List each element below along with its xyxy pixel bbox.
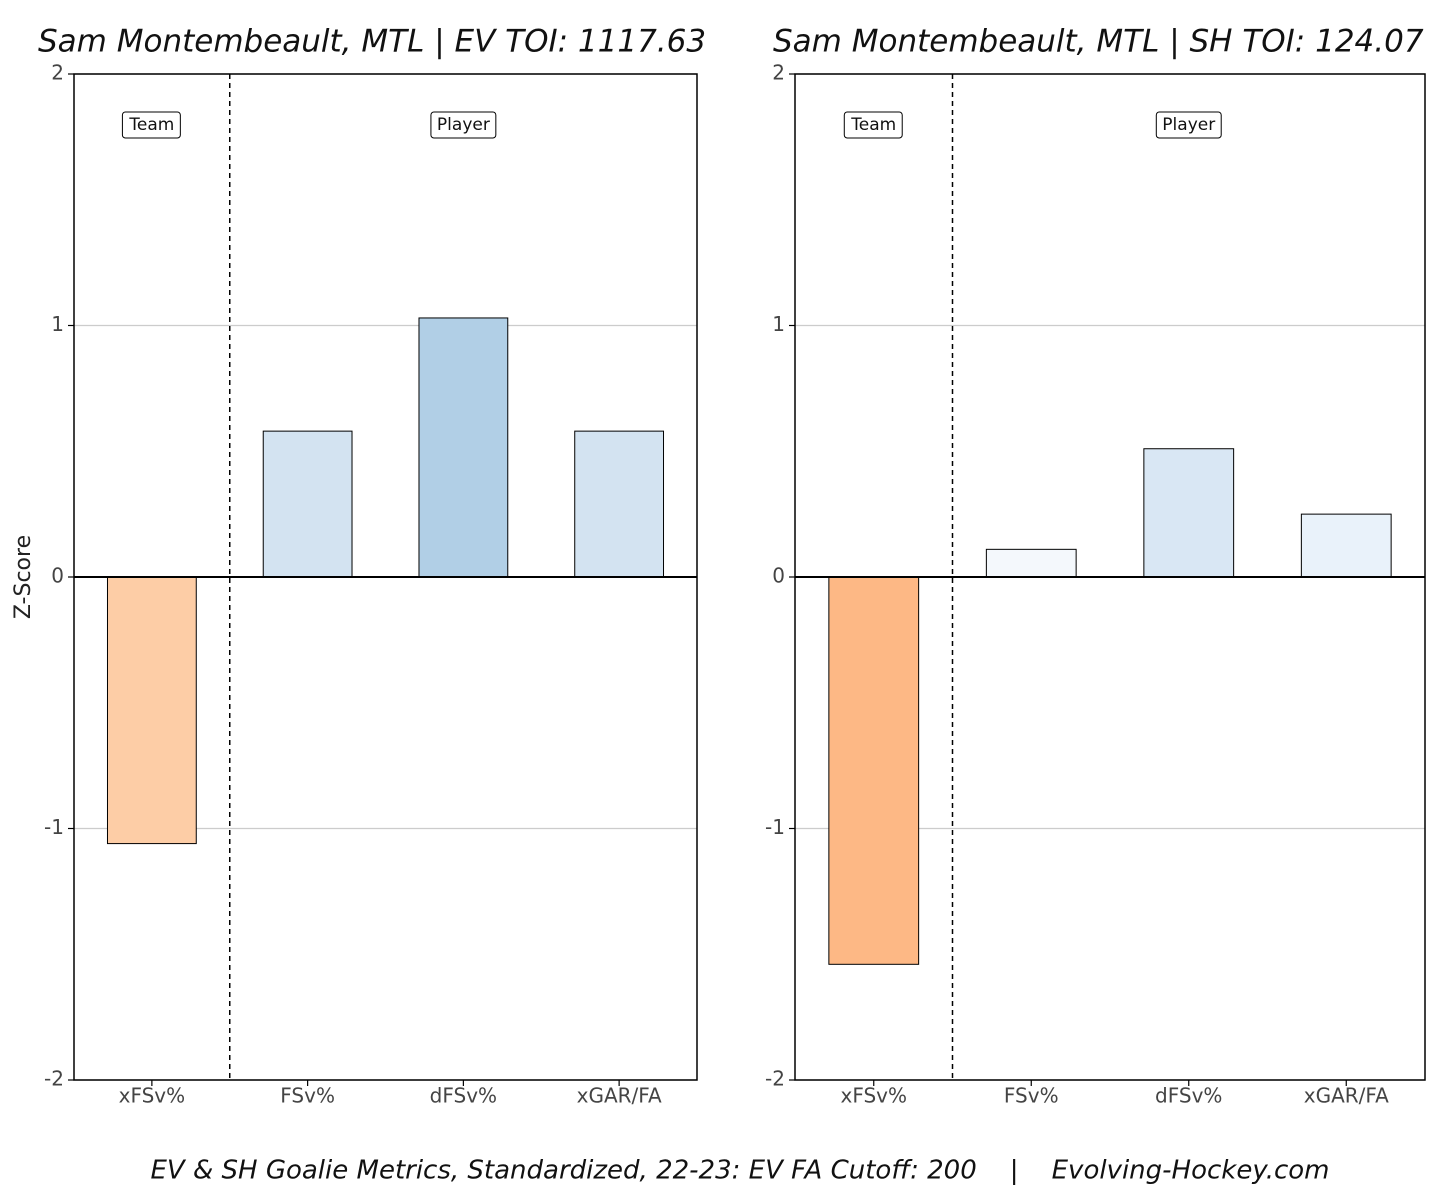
- bar: [418, 317, 509, 578]
- bar: [262, 430, 353, 578]
- bar: [1300, 513, 1392, 578]
- axes-frame: [794, 73, 1426, 1081]
- x-tick-label: FSv%: [280, 1084, 335, 1108]
- y-tick-label: 1: [51, 312, 64, 336]
- bar: [1143, 448, 1235, 578]
- x-tick-label: xGAR/FA: [1304, 1084, 1389, 1108]
- x-tick-label: xGAR/FA: [577, 1084, 662, 1108]
- axes-frame: [73, 73, 698, 1081]
- bar: [985, 548, 1077, 578]
- y-tick-label: 2: [51, 61, 64, 85]
- bar: [828, 576, 920, 965]
- annotation: Player: [1162, 115, 1215, 135]
- y-tick-label: 1: [772, 312, 785, 336]
- y-tick-label: -2: [44, 1067, 64, 1091]
- y-tick-label: -2: [765, 1067, 785, 1091]
- x-tick-label: xFSv%: [119, 1084, 186, 1108]
- annotation-box: [1155, 111, 1222, 139]
- chart-title: Sam Montembeault, MTL | EV TOI: 1117.63: [38, 24, 706, 60]
- x-tick-label: dFSv%: [430, 1084, 497, 1108]
- y-tick-label: -1: [44, 815, 64, 839]
- annotation-box: [430, 111, 497, 139]
- y-axis-label: Z-Score: [11, 535, 36, 619]
- annotation-box: [121, 111, 181, 139]
- annotation: Player: [437, 115, 490, 135]
- bar: [574, 430, 665, 578]
- y-tick-label: 0: [51, 564, 64, 588]
- annotation: Team: [850, 115, 896, 135]
- x-tick-label: dFSv%: [1155, 1084, 1222, 1108]
- annotation: Team: [128, 115, 174, 135]
- bar: [106, 576, 197, 845]
- x-tick-label: xFSv%: [840, 1084, 907, 1108]
- annotation-box: [843, 111, 903, 139]
- chart-title: Sam Montembeault, MTL | SH TOI: 124.07: [773, 24, 1424, 60]
- x-tick-label: FSv%: [1004, 1084, 1059, 1108]
- y-tick-label: -1: [765, 815, 785, 839]
- y-tick-label: 2: [772, 61, 785, 85]
- y-tick-label: 0: [772, 564, 785, 588]
- footer: EV & SH Goalie Metrics, Standardized, 22…: [150, 1156, 1329, 1186]
